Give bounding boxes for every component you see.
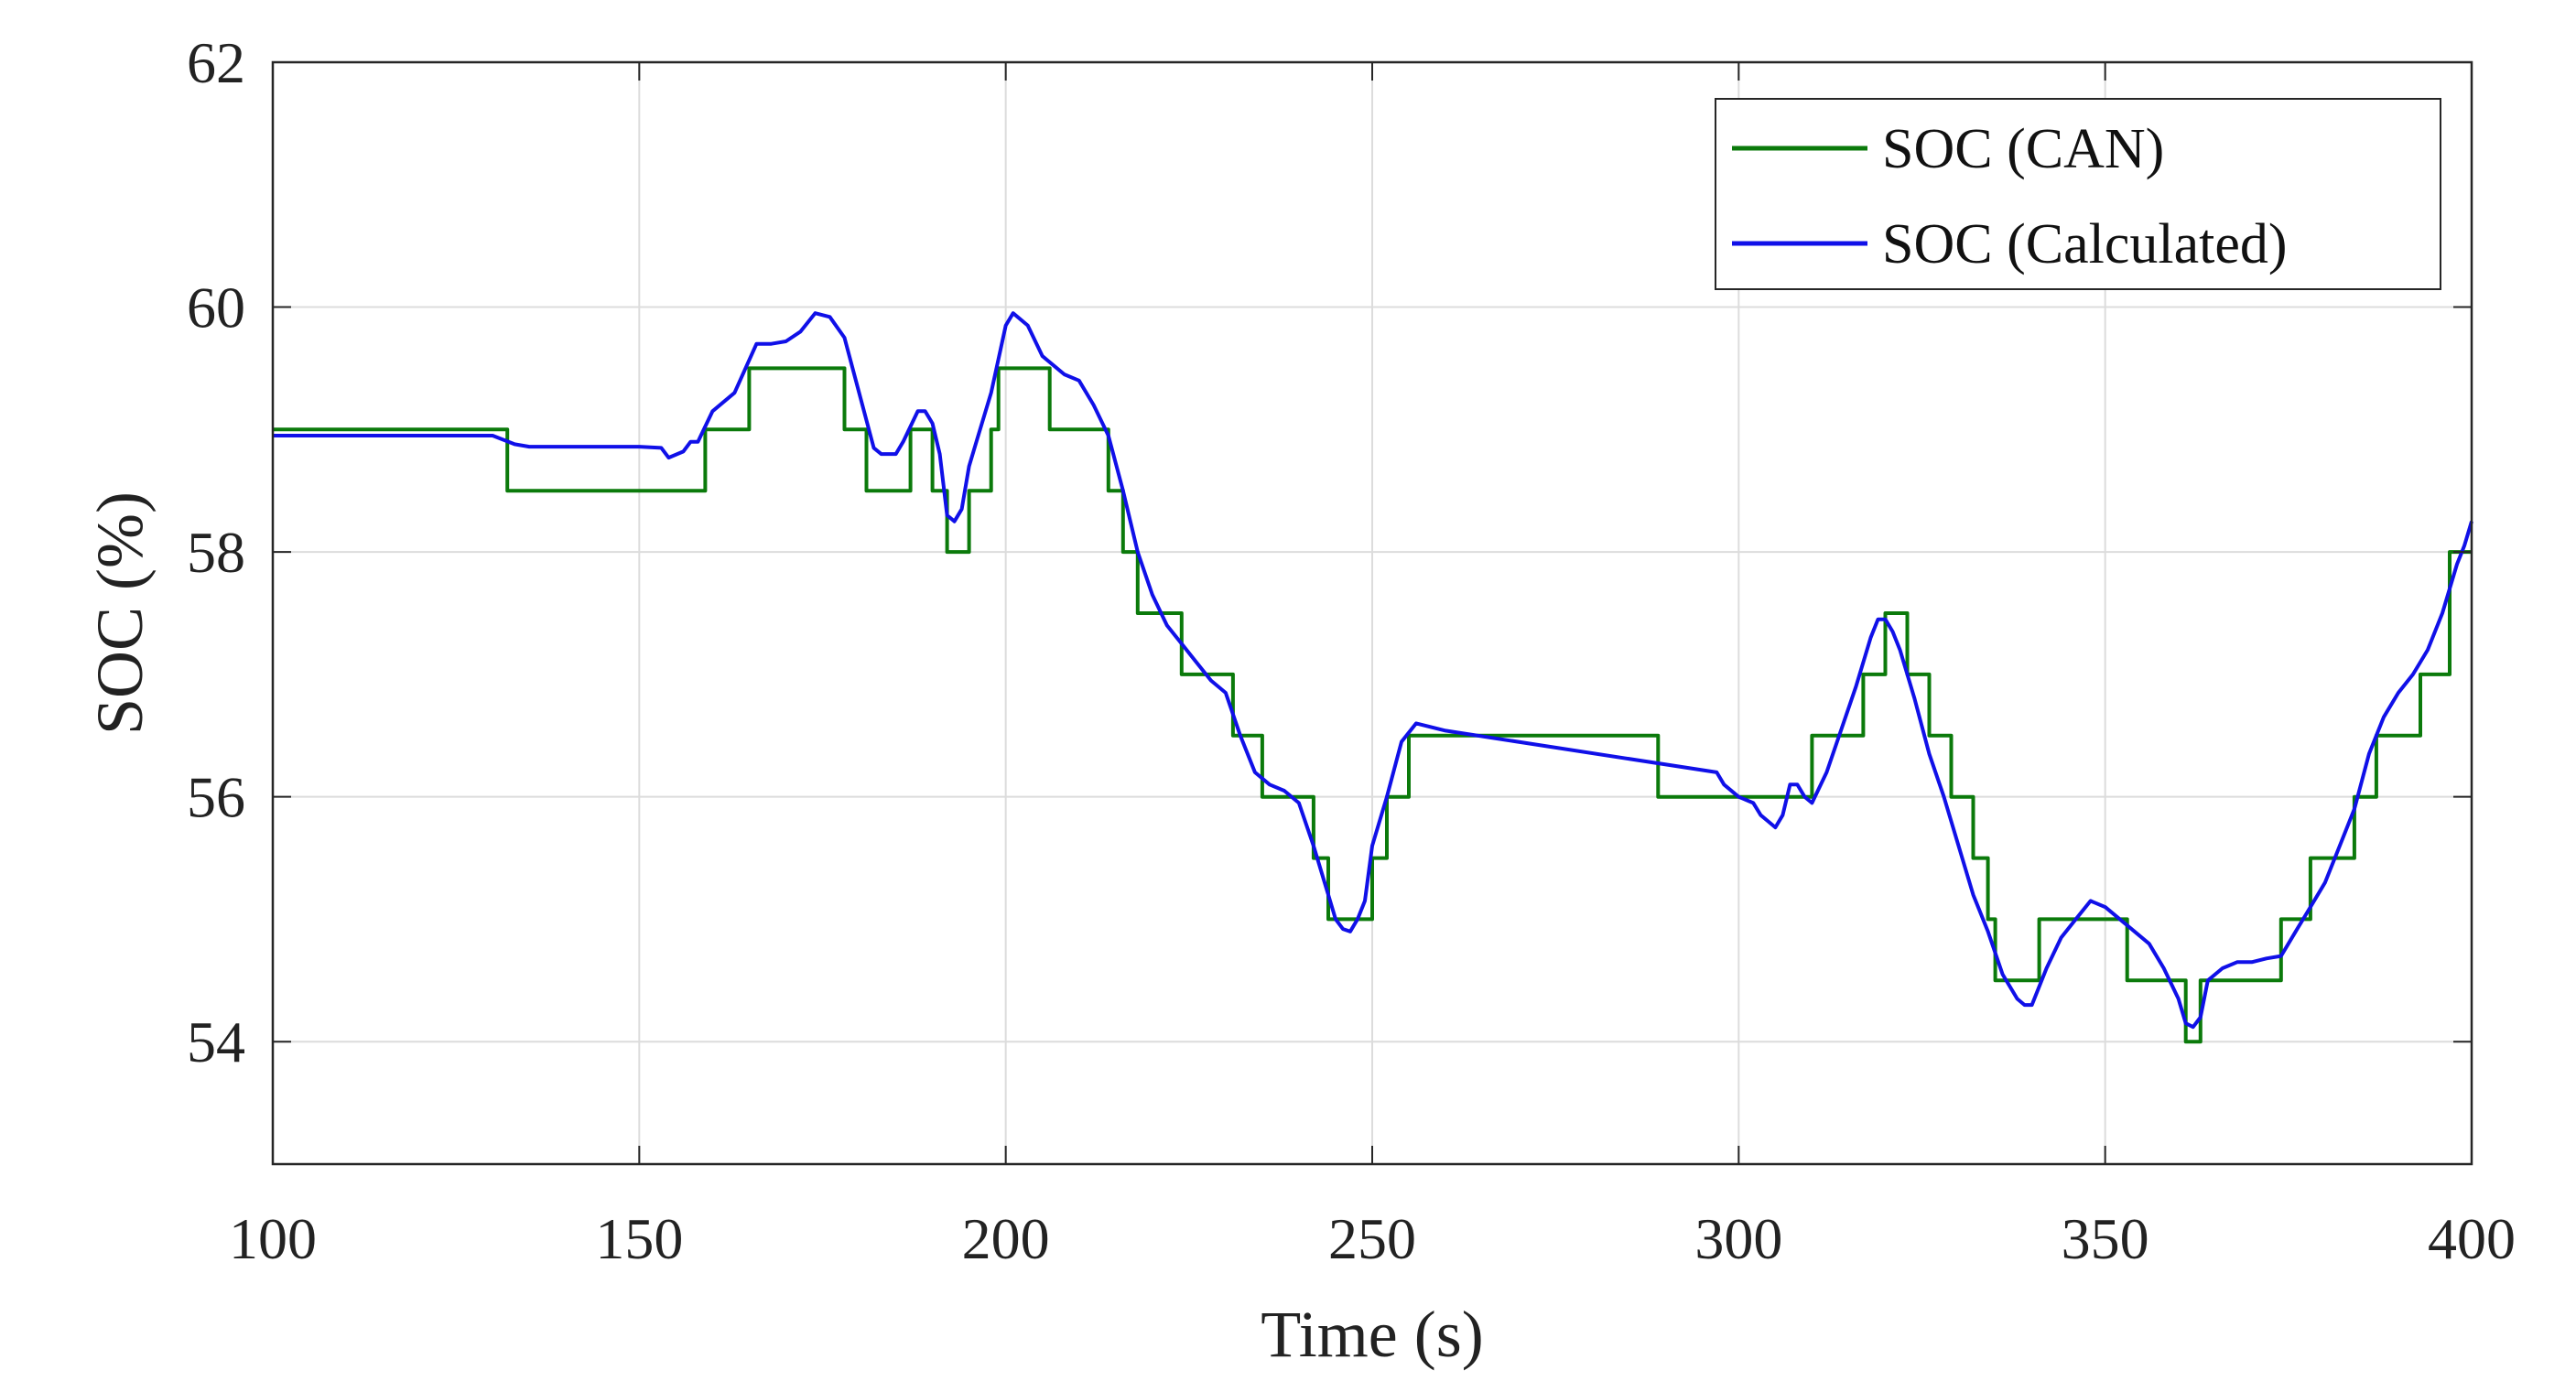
x-axis-title: Time (s): [1261, 1298, 1483, 1371]
legend-label-soc-calculated: SOC (Calculated): [1882, 213, 2288, 275]
x-tick-label: 400: [2428, 1206, 2516, 1271]
x-tick-label: 100: [229, 1206, 317, 1271]
y-tick-label: 54: [187, 1009, 245, 1074]
x-tick-label: 350: [2062, 1206, 2149, 1271]
x-tick-label: 300: [1694, 1206, 1782, 1271]
y-tick-labels: 54 56 58 60 62: [187, 30, 245, 1074]
y-tick-label: 60: [187, 275, 245, 340]
y-tick-label: 56: [187, 765, 245, 830]
grid-lines: [273, 62, 2472, 1164]
y-axis-title: SOC (%): [83, 491, 157, 735]
x-tick-label: 250: [1328, 1206, 1416, 1271]
x-tick-label: 200: [962, 1206, 1050, 1271]
legend: SOC (CAN) SOC (Calculated): [1715, 98, 2441, 290]
series-lines: [273, 311, 2473, 1044]
series-line-1: [273, 311, 2473, 1030]
x-tick-label: 150: [595, 1206, 683, 1271]
legend-box: [1715, 98, 2441, 290]
legend-label-soc-can: SOC (CAN): [1882, 118, 2164, 180]
y-tick-label: 62: [187, 30, 245, 95]
axis-ticks: [272, 61, 2473, 1164]
x-tick-labels: 100 150 200 250 300 350 400: [229, 1206, 2516, 1271]
y-tick-label: 58: [187, 520, 245, 585]
